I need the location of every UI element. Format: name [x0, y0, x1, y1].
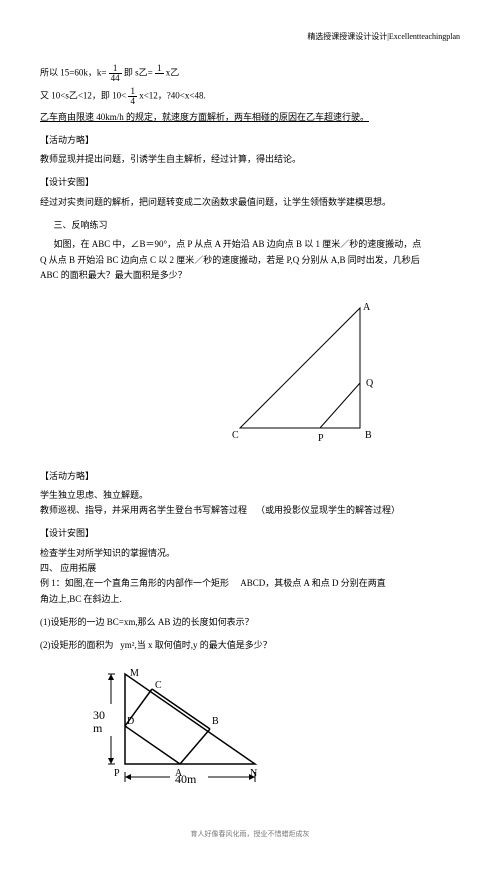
equation-1: 所以 15=60k，k= 1 44 即 s乙= 1 x乙: [40, 64, 460, 83]
figure-rectangle-triangle: M C B D A P N 30 m 40m: [90, 664, 270, 799]
eq1-frac1: 1 44: [109, 64, 122, 83]
eq2-frac: 1 4: [128, 87, 137, 106]
figure-triangle: A Q B P C: [220, 298, 390, 453]
section-3-line-2: Q 从点 B 开始沿 BC 边向点 C 以 2 厘米／秒的速度搬动，若是 P,Q…: [40, 253, 460, 268]
label-c: C: [232, 430, 239, 441]
eq1-mid: 即 s乙=: [124, 67, 153, 77]
label-fp: P: [114, 768, 120, 779]
example-1: 例 1：如图,在一个直角三角形的内部作一个矩形 ABCD，其极点 A 和点 D …: [40, 576, 460, 591]
question-2: (2)设矩形的面积为 ym²,当 x 取何值时,y 的最大值是多少？: [40, 638, 460, 653]
page-footer: 育人好像春风化雨，授业不惜蜡炬成灰: [40, 829, 460, 841]
section-3-line-3: ABC 的面积最大？最大面积是多少？: [40, 268, 460, 283]
design-2-title: 【设计安图】: [40, 526, 460, 541]
activity-2-line-2: 教师巡视、指导，并采用两名学生登台书写解答过程 （或用投影仪显现学生的解答过程）: [40, 503, 460, 518]
eq2-prefix: 又 10<s乙<12，即 10<: [40, 90, 126, 100]
label-p: P: [318, 433, 324, 444]
example-1c: 角边上,BC 在斜边上.: [40, 592, 460, 607]
eq1-prefix: 所以 15=60k，k=: [40, 67, 106, 77]
label-q: Q: [366, 378, 374, 389]
height-30: 30: [93, 708, 105, 722]
activity-1-title: 【活动方略】: [40, 133, 460, 148]
section-3-title: 三、反响练习: [40, 218, 460, 233]
label-fc: C: [155, 680, 162, 691]
label-fb: B: [212, 716, 219, 727]
design-2-line-1: 检查学生对所学知识的掌握情况。: [40, 546, 460, 561]
label-m: M: [130, 668, 139, 679]
height-m: m: [93, 721, 103, 735]
design-1-title: 【设计安图】: [40, 175, 460, 190]
label-n: N: [250, 768, 257, 779]
eq1-frac2: 1: [155, 64, 164, 83]
activity-2-line-1: 学生独立思虑、独立解题。: [40, 488, 460, 503]
page-header: 精选授课授课设计设计|Excellentteachingplan: [40, 30, 460, 44]
section-3-line-1: 如图，在 ABC 中，∠B＝90°，点 P 从点 A 开始沿 AB 边向点 B …: [40, 237, 460, 252]
section-4-title: 四、 应用拓展: [40, 561, 460, 576]
eq2-suffix: x<12，?40<x<48.: [139, 90, 205, 100]
activity-1-line-1: 教师显现并提出问题，引诱学生自主解析，经过计算，得出结论。: [40, 152, 460, 167]
activity-2-title: 【活动方略】: [40, 469, 460, 484]
label-d: D: [127, 716, 134, 727]
width-40m: 40m: [175, 772, 197, 786]
question-1: (1)设矩形的一边 BC=xm,那么 AB 边的长度如何表示？: [40, 615, 460, 630]
label-b: B: [365, 430, 372, 441]
equation-2: 又 10<s乙<12，即 10< 1 4 x<12，?40<x<48.: [40, 87, 460, 106]
line-3: 乙车商由限速 40km/h 的规定，就速度方面解析，两车相碰的原因在乙车超速行驶…: [40, 110, 460, 125]
label-a: A: [363, 302, 371, 313]
design-1-line-1: 经过对实责问题的解析，把问题转变成二次函数求最值问题，让学生领悟数学建模思想。: [40, 195, 460, 210]
eq1-suffix: x乙: [166, 67, 180, 77]
